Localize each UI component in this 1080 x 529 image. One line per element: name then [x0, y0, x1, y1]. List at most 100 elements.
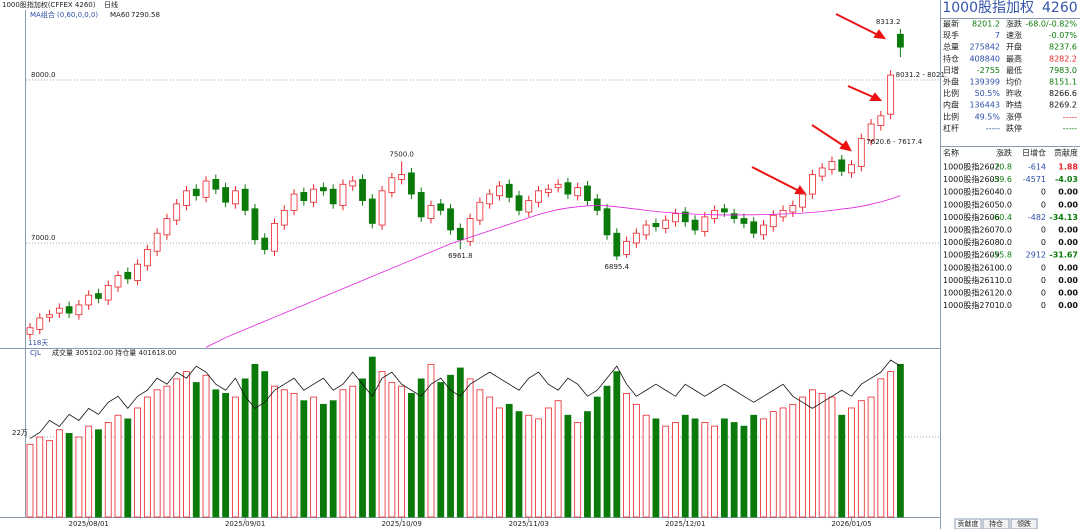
candle-body	[55, 307, 63, 314]
candle-body	[143, 249, 151, 267]
candle-body	[319, 187, 327, 192]
quote-value: 49.5%	[975, 112, 1001, 121]
quote-value: -----	[986, 124, 1001, 133]
candle-body	[114, 275, 122, 288]
volume-bar	[672, 422, 679, 518]
candle-body	[642, 224, 650, 236]
table-cell: 0	[1041, 301, 1046, 310]
candle-body	[280, 209, 288, 226]
quote-label: 跌停	[1006, 123, 1022, 133]
table-header: 日增仓	[1022, 148, 1046, 158]
candle-body	[300, 192, 308, 202]
table-header: 名称	[943, 148, 959, 158]
candle-body	[271, 223, 278, 252]
quote-value: -----	[1063, 124, 1078, 133]
table-cell: 0.00	[1058, 301, 1078, 310]
quote-label: 开盘	[1006, 42, 1022, 52]
volume-bar	[280, 389, 288, 518]
candle-body	[329, 188, 337, 205]
table-cell: 0	[1041, 226, 1046, 235]
candle-body	[212, 179, 220, 190]
quote-code: 4260	[1042, 0, 1078, 16]
table-cell: -70.8	[991, 163, 1012, 172]
volume-bar	[691, 418, 699, 518]
candle-body	[838, 159, 846, 172]
table-cell: 0.0	[999, 301, 1012, 310]
candle-body	[339, 183, 347, 206]
volume-bar	[623, 393, 630, 518]
table-cell: 1000股指2605	[943, 199, 1000, 209]
count-label: 118天	[28, 339, 48, 347]
candle-body	[486, 193, 494, 205]
candle-body	[730, 213, 738, 219]
candle-body	[173, 203, 181, 221]
candle-body	[593, 198, 601, 211]
candle-body	[760, 224, 767, 236]
quote-value: 408840	[969, 54, 1000, 63]
volume-bar	[838, 414, 846, 518]
table-cell: 1000股指2602	[943, 162, 1000, 172]
candle-body	[349, 180, 357, 187]
candle-body	[95, 293, 102, 299]
candle-body	[662, 219, 670, 229]
candle-body	[750, 221, 758, 234]
volume-bar	[95, 429, 102, 518]
table-cell: -614	[1028, 163, 1046, 172]
candle-body	[857, 138, 865, 167]
candle-body	[437, 203, 445, 211]
period[interactable]: 日线	[104, 0, 118, 9]
candle-body	[476, 201, 484, 221]
volume-bar	[310, 396, 318, 518]
candle-body	[261, 237, 269, 250]
candle-body	[65, 306, 73, 314]
quote-value: 50.5%	[975, 89, 1001, 98]
candle-body	[809, 174, 816, 195]
tab-label[interactable]: 领跌	[1017, 519, 1031, 528]
volume-bar	[241, 378, 249, 518]
candle-body	[701, 216, 709, 232]
candle-body	[613, 232, 621, 257]
volume-bar	[564, 414, 572, 518]
arrowhead	[873, 29, 887, 40]
tab[interactable]	[954, 518, 982, 529]
quote-value: 7983.0	[1049, 66, 1077, 75]
quote-label: 昨结	[1006, 100, 1022, 110]
tab-label[interactable]: 贡献度	[958, 519, 979, 528]
candle-body	[691, 219, 699, 231]
quote-value: 8266.6	[1049, 89, 1077, 98]
quote-value: -----	[1063, 112, 1078, 121]
tab-label[interactable]: 持仓	[989, 519, 1003, 528]
tab[interactable]	[982, 518, 1010, 529]
candle-body	[867, 123, 875, 141]
candle-body	[124, 271, 132, 280]
candle-body	[153, 232, 161, 252]
candle-body	[26, 327, 34, 335]
annotation: 6961.8	[448, 252, 473, 260]
volume-bar	[398, 385, 406, 518]
table-cell: 0.0	[999, 226, 1012, 235]
annotation-arrows	[751, 13, 887, 196]
x-tick-label: 2025/11/03	[509, 520, 549, 528]
window-title: 1000股指加权(CFFEX 4260)	[2, 0, 96, 9]
table-cell: -4571	[1023, 175, 1046, 184]
candle-body	[163, 218, 171, 236]
table-cell: 0.0	[999, 238, 1012, 247]
ma-legend-value: 7290.58	[131, 11, 160, 19]
volume-bar	[368, 356, 376, 518]
tab[interactable]	[1010, 518, 1038, 529]
candle-body	[192, 188, 200, 197]
candle-body	[544, 188, 552, 193]
volume-bar	[486, 396, 494, 518]
quote-label: 均价	[1006, 77, 1022, 87]
candle-body	[496, 185, 503, 197]
candle-body	[75, 304, 83, 316]
candle-body	[85, 294, 93, 306]
volume-bar	[701, 422, 709, 518]
volume-bar	[496, 407, 503, 518]
table-cell: 1000股指2611	[943, 275, 1000, 285]
volume-bar	[261, 371, 269, 518]
volume-bar	[75, 436, 83, 518]
volume-bar	[603, 385, 611, 518]
table-cell: 0	[1041, 276, 1046, 285]
